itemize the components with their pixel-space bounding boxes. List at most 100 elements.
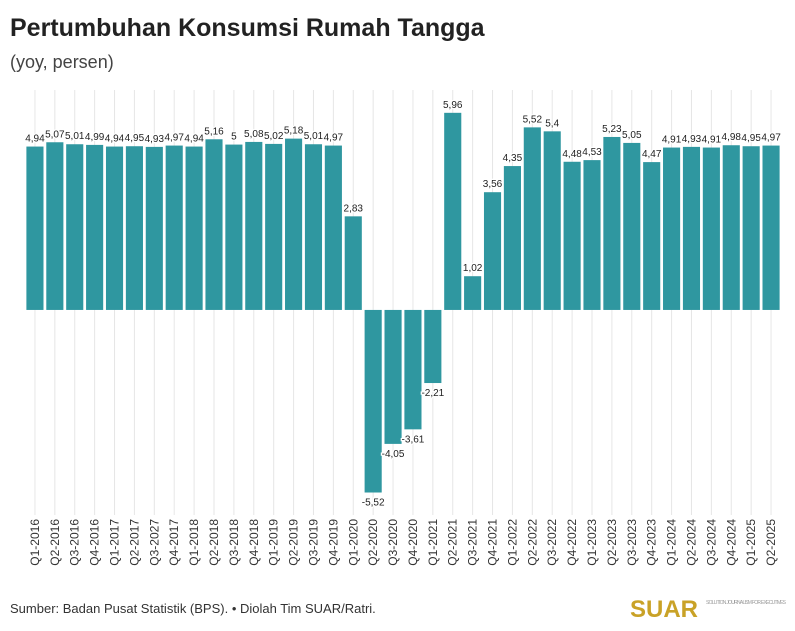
value-label: 4,47 bbox=[642, 149, 662, 160]
x-tick-label: Q4-2020 bbox=[406, 519, 420, 566]
bar bbox=[464, 276, 482, 310]
value-label: 5,23 bbox=[602, 124, 622, 135]
bar bbox=[384, 309, 402, 444]
value-label: 4,99 bbox=[85, 132, 105, 143]
x-tick-label: Q2-2017 bbox=[127, 519, 141, 566]
bar bbox=[682, 146, 701, 310]
x-tick-label: Q1-2022 bbox=[505, 519, 519, 566]
bar bbox=[762, 145, 780, 310]
bar bbox=[722, 145, 740, 310]
bar bbox=[344, 216, 362, 310]
x-tick-label: Q3-2016 bbox=[68, 519, 82, 566]
chart-subtitle: (yoy, persen) bbox=[10, 52, 114, 72]
x-tick-label: Q1-2016 bbox=[28, 519, 42, 566]
bar bbox=[563, 161, 581, 310]
logo: SUAR bbox=[630, 596, 698, 623]
x-tick-label: Q3-2023 bbox=[625, 519, 639, 566]
value-label: -2,21 bbox=[421, 388, 444, 399]
value-label: 5,4 bbox=[545, 118, 559, 129]
x-tick-label: Q4-2018 bbox=[247, 519, 261, 566]
value-label: 4,93 bbox=[682, 134, 702, 145]
x-tick-label: Q2-2020 bbox=[366, 519, 380, 566]
value-label: 4,98 bbox=[722, 132, 742, 143]
bar bbox=[404, 309, 422, 430]
value-label: 4,97 bbox=[324, 133, 344, 144]
bar bbox=[205, 139, 223, 310]
value-label: 4,91 bbox=[662, 135, 682, 146]
value-label: 4,48 bbox=[562, 149, 582, 160]
bar bbox=[225, 144, 243, 310]
bar bbox=[424, 309, 442, 384]
bar bbox=[285, 138, 303, 310]
value-label: 4,35 bbox=[503, 153, 523, 164]
bar bbox=[66, 144, 84, 310]
value-label: 5,08 bbox=[244, 129, 264, 140]
x-tick-label: Q4-2017 bbox=[167, 519, 181, 566]
value-label: 4,95 bbox=[741, 133, 761, 144]
bar bbox=[643, 162, 661, 310]
bar bbox=[165, 145, 183, 310]
value-label: 5,07 bbox=[45, 129, 65, 140]
x-tick-label: Q1-2017 bbox=[108, 519, 122, 566]
bar bbox=[742, 146, 760, 310]
x-tick-label: Q2-2024 bbox=[684, 519, 698, 566]
value-label: 5 bbox=[231, 132, 237, 143]
value-label: 5,52 bbox=[523, 114, 543, 125]
bar bbox=[483, 192, 502, 310]
x-tick-label: Q3-2027 bbox=[147, 519, 161, 566]
value-label: 3,56 bbox=[483, 179, 503, 190]
value-label: 4,94 bbox=[25, 134, 45, 145]
bar bbox=[663, 147, 681, 310]
value-label: 4,97 bbox=[761, 133, 781, 144]
x-tick-label: Q1-2023 bbox=[585, 519, 599, 566]
x-tick-label: Q2-2016 bbox=[48, 519, 62, 566]
value-label: 5,16 bbox=[204, 126, 224, 137]
bar bbox=[623, 142, 641, 310]
bar bbox=[145, 146, 163, 310]
x-tick-label: Q2-2025 bbox=[764, 519, 778, 566]
x-tick-label: Q1-2018 bbox=[187, 519, 201, 566]
x-tick-label: Q3-2020 bbox=[386, 519, 400, 566]
x-tick-label: Q1-2024 bbox=[665, 519, 679, 566]
bar bbox=[324, 145, 342, 310]
value-label: 4,91 bbox=[702, 135, 722, 146]
x-tick-label: Q4-2022 bbox=[565, 519, 579, 566]
bar bbox=[583, 160, 601, 310]
bar bbox=[603, 136, 621, 310]
bar bbox=[265, 143, 283, 310]
value-label: 4,97 bbox=[164, 133, 184, 144]
value-label: 4,94 bbox=[184, 134, 204, 145]
x-tick-label: Q4-2019 bbox=[326, 519, 340, 566]
x-tick-label: Q4-2021 bbox=[486, 519, 500, 566]
x-tick-label: Q2-2023 bbox=[605, 519, 619, 566]
x-tick-label: Q1-2020 bbox=[346, 519, 360, 566]
value-label: 5,18 bbox=[284, 126, 304, 137]
source: Sumber: Badan Pusat Statistik (BPS). • D… bbox=[10, 601, 376, 616]
logo-tagline: SOLUTION JOURNALISM FOR EXECUTIVES bbox=[706, 600, 787, 606]
x-tick-label: Q1-2025 bbox=[744, 519, 758, 566]
value-label: 4,53 bbox=[582, 147, 602, 158]
x-tick-label: Q2-2021 bbox=[446, 519, 460, 566]
chart-title: Pertumbuhan Konsumsi Rumah Tangga bbox=[10, 14, 486, 42]
x-tick-label: Q1-2019 bbox=[267, 519, 281, 566]
bar bbox=[125, 146, 143, 310]
bar bbox=[46, 142, 64, 310]
x-tick-label: Q4-2016 bbox=[88, 519, 102, 566]
bar bbox=[304, 144, 323, 310]
x-tick-label: Q4-2024 bbox=[724, 519, 738, 566]
bar bbox=[245, 141, 263, 310]
value-label: -5,52 bbox=[362, 498, 385, 509]
x-tick-label: Q4-2023 bbox=[645, 519, 659, 566]
bar bbox=[105, 146, 124, 310]
bar bbox=[26, 146, 44, 310]
value-label: 1,02 bbox=[463, 263, 483, 274]
bar bbox=[543, 131, 561, 310]
bar bbox=[185, 146, 203, 310]
value-label: 4,94 bbox=[105, 134, 125, 145]
x-tick-label: Q2-2018 bbox=[207, 519, 221, 566]
bar bbox=[364, 309, 382, 493]
x-tick-label: Q3-2021 bbox=[466, 519, 480, 566]
value-label: 4,95 bbox=[125, 133, 145, 144]
value-label: 5,02 bbox=[264, 131, 284, 142]
value-label: 4,93 bbox=[145, 134, 165, 145]
